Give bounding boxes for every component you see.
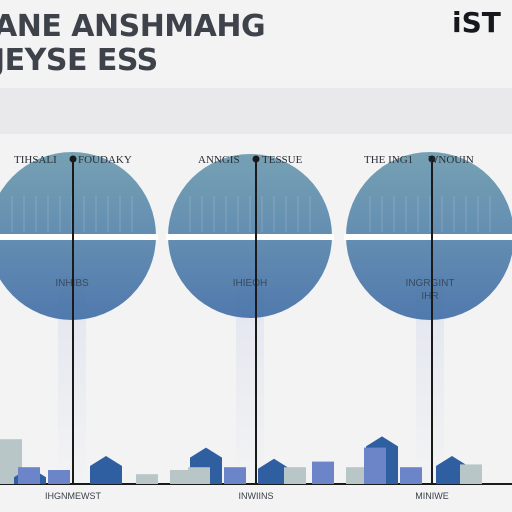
center-label: IHIEOH: [233, 278, 267, 289]
axis-marker-dot: [69, 155, 77, 163]
bar: [90, 456, 122, 484]
legend-label: THE ING1: [364, 154, 413, 166]
bar: [364, 447, 386, 484]
bar: [312, 461, 334, 484]
legend-label: TESSUE: [262, 154, 303, 166]
circle-divider-3: [344, 234, 512, 240]
circle-divider-2: [166, 234, 334, 240]
axis-marker-dot: [428, 155, 436, 163]
bar: [400, 467, 422, 484]
bar: [460, 464, 482, 484]
title-line-2: JEYSE ESS: [0, 43, 158, 78]
legend-label: FOUDAKY: [78, 154, 132, 166]
bar: [224, 467, 246, 484]
legend-label: ANNGIS: [198, 154, 240, 166]
footer-label: IHGNMEWST: [45, 491, 101, 501]
bar: [188, 467, 210, 484]
header-band: [0, 88, 512, 134]
bar: [346, 467, 368, 484]
bar: [136, 474, 158, 484]
bar: [258, 458, 290, 484]
bar: [48, 470, 70, 484]
bar: [0, 439, 22, 484]
bar: [170, 470, 192, 484]
legend-label: WNOUIN: [428, 154, 474, 166]
footer-label: INWIINS: [239, 491, 274, 501]
legend-label: TIHSALI: [14, 154, 57, 166]
axis-marker-dot: [252, 155, 260, 163]
circle-divider-1: [0, 234, 158, 240]
page-title: ANE ANSHMAHG JEYSE ESS: [0, 9, 266, 78]
brand-logo: iST: [452, 6, 501, 39]
bar: [284, 467, 306, 484]
title-line-1: ANE ANSHMAHG: [0, 9, 266, 44]
center-label: IHR: [421, 291, 438, 302]
center-label: INGRGINT: [406, 278, 455, 289]
bar: [18, 467, 40, 484]
footer-label: MINIWE: [415, 491, 449, 501]
